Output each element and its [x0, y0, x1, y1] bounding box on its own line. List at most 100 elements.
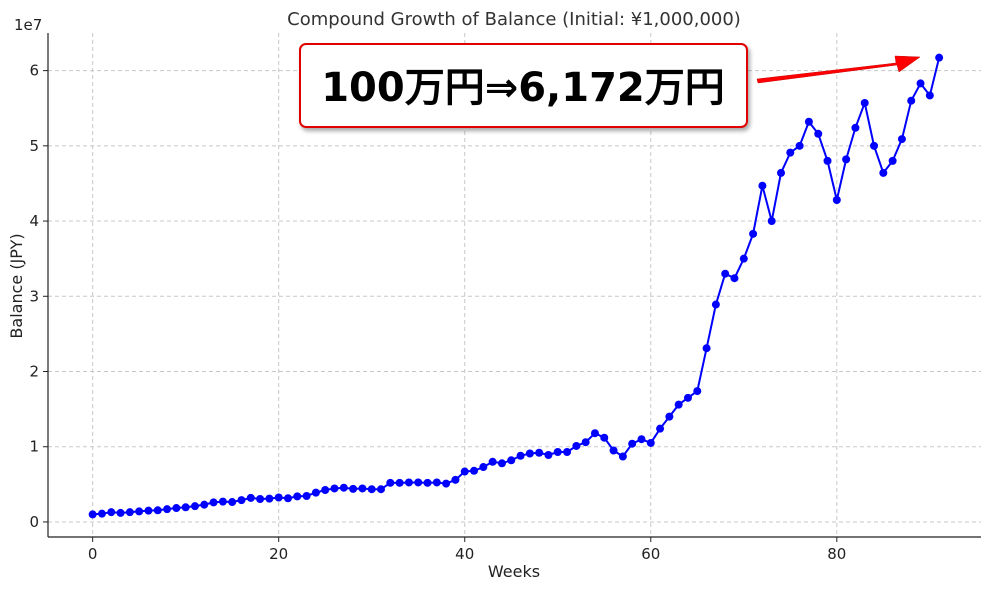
data-point — [544, 451, 553, 460]
x-axis-title: Weeks — [488, 562, 540, 581]
data-point — [377, 485, 386, 494]
data-point — [228, 498, 237, 507]
data-point — [218, 497, 227, 506]
data-point — [749, 229, 758, 238]
data-point — [358, 484, 367, 493]
data-point — [897, 135, 906, 144]
annotation: 100万円⇒6,172万円 — [299, 43, 921, 128]
data-point — [442, 479, 451, 488]
data-point — [656, 424, 665, 433]
data-point — [935, 53, 944, 62]
y-tick-label: 6 — [29, 62, 39, 80]
annotation-arrow — [756, 55, 921, 84]
annotation-box — [299, 43, 748, 128]
data-point — [925, 91, 934, 100]
data-point — [870, 141, 879, 150]
data-point — [395, 478, 404, 487]
chart-title: Compound Growth of Balance (Initial: ¥1,… — [287, 9, 741, 30]
data-point — [693, 387, 702, 396]
data-point — [507, 456, 516, 465]
tick-labels: 0 20 40 60 80 0 1 2 3 4 5 6 — [29, 62, 846, 563]
data-point — [432, 478, 441, 487]
data-point — [349, 484, 358, 493]
data-point — [135, 507, 144, 516]
data-point — [246, 493, 255, 502]
data-point — [451, 475, 460, 484]
data-point — [674, 400, 683, 409]
data-point — [860, 98, 869, 107]
data-point — [125, 508, 134, 517]
data-point — [907, 96, 916, 105]
data-series — [88, 53, 944, 519]
data-point — [618, 452, 627, 461]
data-point — [274, 493, 283, 502]
data-point — [609, 446, 618, 455]
data-point — [665, 412, 674, 421]
data-point — [516, 451, 525, 460]
data-point — [786, 148, 795, 157]
data-point — [302, 492, 311, 500]
data-point — [488, 457, 497, 466]
data-point — [97, 509, 106, 518]
y-offset-label: 1e7 — [14, 16, 42, 34]
data-point — [553, 448, 562, 456]
y-tick-label: 2 — [29, 363, 39, 381]
data-point — [721, 269, 730, 278]
data-point — [916, 79, 925, 88]
data-point — [535, 448, 544, 457]
x-tick-label: 20 — [269, 545, 288, 563]
data-point — [832, 196, 841, 204]
y-tick-label: 5 — [29, 137, 39, 155]
data-point — [386, 478, 395, 487]
data-point — [256, 495, 265, 504]
data-point — [702, 344, 711, 353]
data-point — [730, 274, 739, 283]
data-point — [851, 123, 860, 132]
data-point — [767, 217, 776, 226]
data-point — [144, 506, 153, 515]
data-point — [823, 156, 832, 165]
data-point — [88, 510, 97, 519]
data-point — [470, 466, 479, 475]
x-tick-label: 40 — [455, 545, 474, 563]
data-point — [600, 433, 609, 442]
data-point — [525, 449, 534, 458]
data-point — [190, 502, 199, 511]
data-point — [414, 478, 423, 487]
x-tick-label: 80 — [827, 545, 846, 563]
data-point — [200, 500, 209, 509]
data-point — [423, 478, 432, 487]
data-point — [711, 300, 720, 309]
data-point — [814, 129, 823, 138]
y-tick-label: 0 — [29, 513, 39, 531]
data-point — [163, 505, 172, 514]
annotation-text: 100万円⇒6,172万円 — [321, 65, 725, 111]
data-point — [172, 504, 181, 513]
x-tick-label: 60 — [641, 545, 660, 563]
data-point — [209, 498, 218, 507]
data-point — [404, 478, 413, 487]
data-point — [581, 438, 590, 447]
data-point — [107, 508, 116, 517]
data-point — [497, 459, 506, 468]
data-point — [777, 168, 785, 177]
data-point — [116, 508, 125, 517]
data-point — [683, 393, 692, 402]
data-point — [563, 448, 572, 456]
data-point — [460, 467, 469, 476]
data-point — [181, 503, 190, 512]
data-point — [572, 441, 581, 450]
y-tick-label: 1 — [29, 438, 39, 456]
data-point — [795, 141, 804, 150]
data-point — [758, 181, 767, 190]
data-point — [265, 494, 274, 503]
data-point — [283, 494, 292, 503]
data-point — [479, 463, 488, 472]
data-point — [367, 485, 376, 494]
data-point — [153, 506, 162, 515]
data-point — [237, 496, 246, 505]
axes — [43, 33, 981, 542]
data-point — [590, 429, 599, 438]
y-tick-label: 3 — [29, 287, 39, 305]
